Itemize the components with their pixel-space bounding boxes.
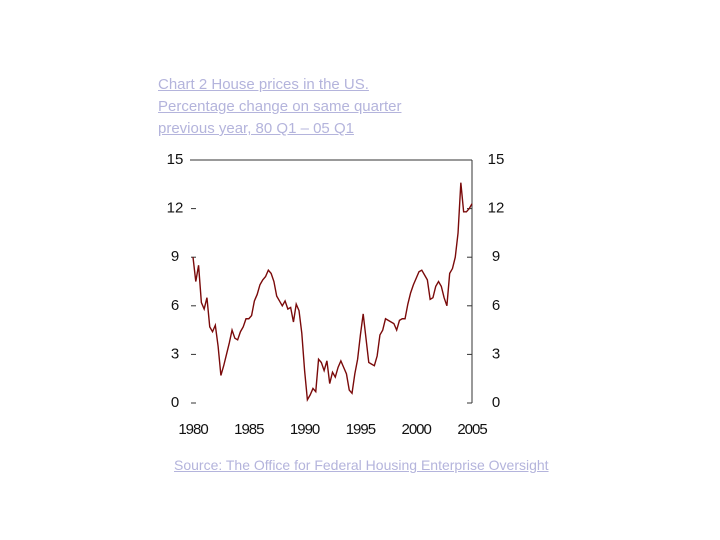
x-tick-label: 1980 bbox=[178, 421, 208, 438]
source-note: Source: The Office for Federal Housing E… bbox=[174, 457, 549, 473]
y-tick-label: 6 bbox=[171, 297, 179, 314]
chart-subtitle: previous year, 80 Q1 – 05 Q1 bbox=[158, 120, 354, 137]
chart-title: Chart 2 House prices in the US. bbox=[158, 76, 369, 93]
chart-subtitle: Percentage change on same quarter bbox=[158, 98, 402, 115]
data-line bbox=[192, 182, 473, 403]
x-tick-label: 1995 bbox=[346, 421, 376, 438]
y2-tick-label: 0 bbox=[492, 394, 500, 411]
y2-tick-label: 3 bbox=[492, 345, 500, 362]
y-tick-label: 0 bbox=[171, 394, 179, 411]
x-tick-label: 2005 bbox=[457, 421, 487, 438]
x-tick-label: 2000 bbox=[402, 421, 432, 438]
y2-tick-label: 6 bbox=[492, 297, 500, 314]
y2-tick-label: 15 bbox=[488, 151, 505, 168]
x-tick-label: 1990 bbox=[290, 421, 320, 438]
y-tick-label: 9 bbox=[171, 248, 179, 265]
y-tick-label: 3 bbox=[171, 345, 179, 362]
x-tick-label: 1985 bbox=[234, 421, 264, 438]
y-tick-label: 12 bbox=[167, 200, 184, 217]
y-tick-label: 15 bbox=[167, 151, 184, 168]
y2-tick-label: 9 bbox=[492, 248, 500, 265]
y2-tick-label: 12 bbox=[488, 200, 505, 217]
